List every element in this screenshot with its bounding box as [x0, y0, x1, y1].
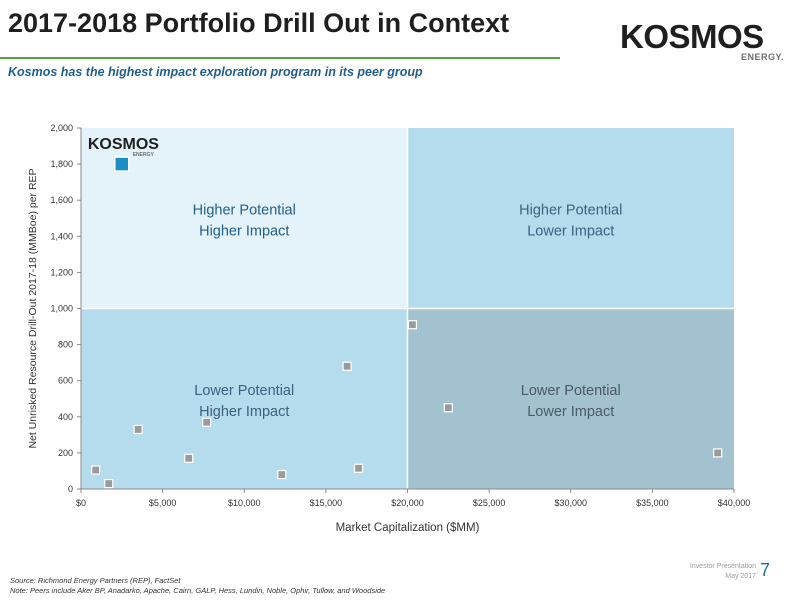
peer-point: [133, 424, 143, 435]
quadrant-label-bottom-right-line1: Lower Potential: [521, 383, 621, 399]
x-tick-label: $30,000: [554, 498, 587, 508]
quadrant-label-top-right-line1: Higher Potential: [519, 202, 622, 218]
peer-point: [342, 361, 352, 371]
x-tick-label: $0: [76, 498, 86, 508]
x-tick-label: $25,000: [473, 498, 506, 508]
page-title: 2017-2018 Portfolio Drill Out in Context: [8, 8, 510, 38]
quadrant-labels: Higher Potential Higher Impact Higher Pote…: [193, 202, 623, 420]
source-note: Source: Richmond Energy Partners (REP), …: [10, 576, 181, 585]
logo-wordmark: KOSMOS: [620, 18, 764, 55]
title-divider: [0, 57, 560, 59]
peer-point: [184, 453, 194, 463]
quadrant-backgrounds: [81, 128, 734, 489]
x-tick-label: $20,000: [391, 498, 424, 508]
quadrant-label-top-left-line1: Higher Potential: [193, 202, 296, 218]
y-tick-label: 1,800: [50, 159, 73, 169]
y-tick-label: 200: [58, 448, 73, 458]
quadrant-top-left: [81, 128, 408, 309]
company-logo: KOSMOS ENERGY.: [620, 18, 790, 66]
y-tick-label: 800: [58, 340, 73, 350]
x-axis-title: Market Capitalization ($MM): [336, 522, 480, 534]
quadrant-bottom-right: [407, 308, 734, 489]
presentation-date: May 2017: [725, 573, 756, 580]
quadrant-label-top-left-line2: Higher Impact: [199, 223, 289, 239]
quadrant-bottom-left: [81, 308, 408, 489]
y-tick-label: 1,600: [50, 195, 73, 205]
x-tick-label: $35,000: [636, 498, 669, 508]
peers-note: Note: Peers include Aker BP, Anadarko, A…: [10, 586, 386, 595]
x-tick-label: $10,000: [228, 498, 261, 508]
y-tick-label: 2,000: [50, 123, 73, 133]
scatter-chart: Higher Potential Higher Impact Higher Pote…: [27, 123, 750, 534]
peer-point: [104, 478, 114, 489]
y-tick-label: 1,200: [50, 267, 73, 277]
x-tick-label: $5,000: [149, 498, 177, 508]
quadrant-label-bottom-left-line1: Lower Potential: [194, 383, 294, 399]
peer-point: [91, 465, 101, 475]
quadrant-top-right: [407, 128, 734, 309]
peer-point: [202, 417, 212, 427]
peer-point: [443, 403, 453, 413]
page-subtitle: Kosmos has the highest impact exploratio…: [8, 65, 423, 79]
presentation-title: Investor Presentation: [689, 563, 756, 570]
y-axis-title: Net Unrisked Resource Drill-Out 2017-18 …: [27, 168, 39, 448]
peer-point: [353, 463, 364, 473]
kosmos-point-logo: KOSMOS: [88, 136, 159, 153]
y-tick-label: 1,000: [50, 304, 73, 314]
page-number: 7: [760, 560, 771, 580]
quadrant-label-bottom-left-line2: Higher Impact: [199, 404, 289, 420]
y-tick-label: 600: [58, 376, 73, 386]
x-tick-label: $15,000: [310, 498, 343, 508]
x-tick-label: $40,000: [718, 498, 751, 508]
peer-point: [277, 469, 287, 480]
kosmos-point: [114, 156, 130, 172]
y-tick-label: 0: [68, 484, 73, 494]
logo-tagline: ENERGY.: [740, 52, 784, 62]
chart-axes: 0 200 400 600 800 1,000 1,200 1,400 1,600 1,800 2,…: [50, 123, 750, 508]
y-tick-label: 1,400: [50, 231, 73, 241]
quadrant-label-top-right-line2: Lower Impact: [527, 223, 614, 239]
peer-point: [713, 448, 723, 458]
y-tick-label: 400: [58, 412, 73, 422]
footer-presentation-label: Investor Presentation May 2017: [660, 562, 756, 582]
peer-point: [407, 320, 417, 330]
kosmos-point-logo-tagline: ENERGY: [133, 152, 155, 158]
quadrant-label-bottom-right-line2: Lower Impact: [527, 404, 614, 420]
